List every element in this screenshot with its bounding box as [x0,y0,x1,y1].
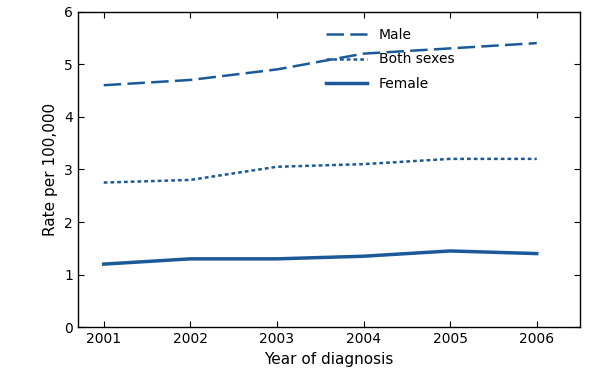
Both sexes [360,162,367,166]
Female [100,262,107,266]
Male [533,41,541,45]
X-axis label: Year of diagnosis: Year of diagnosis [264,352,393,367]
Male [273,67,280,72]
Male [360,51,367,56]
Female [273,256,280,261]
Female [360,254,367,259]
Male [447,46,454,51]
Female [187,256,194,261]
Male [100,83,107,87]
Line: Male: Male [103,43,537,85]
Legend: Male, Both sexes, Female: Male, Both sexes, Female [326,28,454,91]
Both sexes [100,180,107,185]
Both sexes [187,177,194,182]
Both sexes [447,157,454,161]
Y-axis label: Rate per 100,000: Rate per 100,000 [44,103,59,236]
Line: Female: Female [103,251,537,264]
Male [187,78,194,82]
Female [533,251,541,256]
Both sexes [533,157,541,161]
Line: Both sexes: Both sexes [103,159,537,182]
Both sexes [273,164,280,169]
Female [447,249,454,253]
